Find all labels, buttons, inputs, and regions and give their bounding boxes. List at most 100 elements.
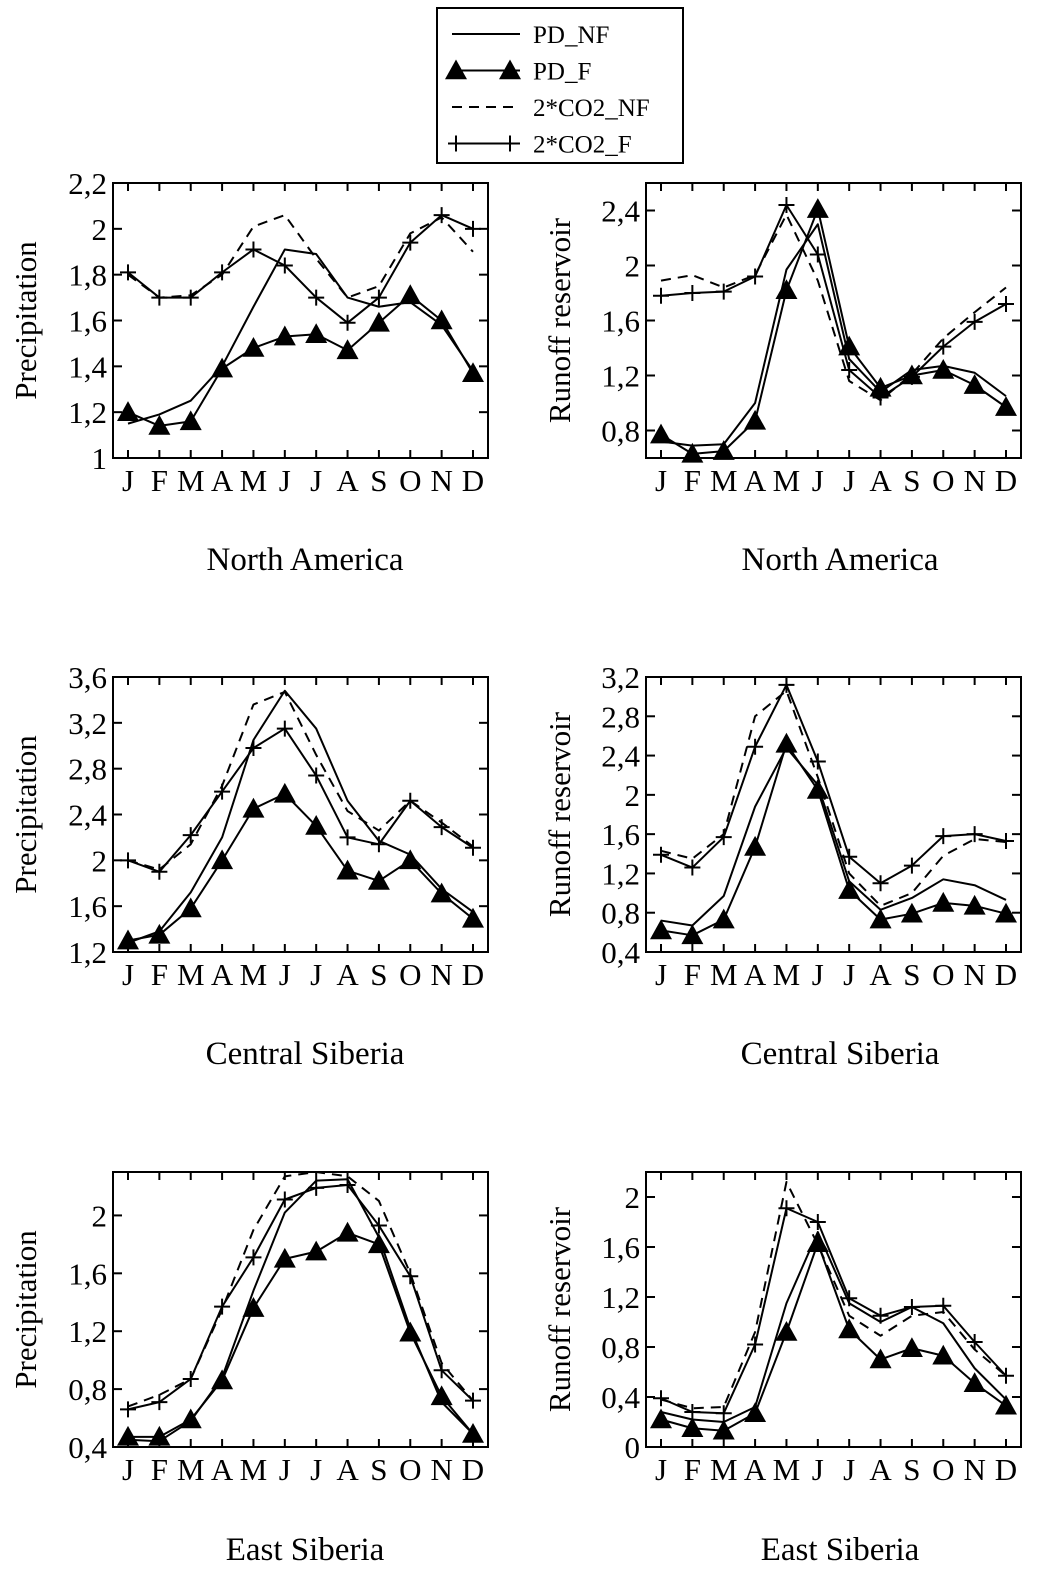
series-2-co2-nf (660, 213, 1007, 402)
y-axis-label: Runoff reservoir (542, 711, 577, 917)
data-point-pd-f (336, 1221, 359, 1242)
y-tick-label: 1,4 (68, 349, 107, 384)
data-point-pd-f (179, 1408, 202, 1429)
data-point-pd-f (367, 311, 390, 332)
data-point-2-co2-f (715, 283, 732, 300)
series-line-2-co2-nf (127, 690, 474, 871)
x-tick-label: F (684, 1452, 701, 1487)
data-point-pd-f (273, 782, 296, 803)
series-pd-nf (127, 248, 474, 425)
x-tick-label: A (211, 463, 234, 498)
y-tick-label: 2 (92, 212, 108, 247)
data-point-2-co2-f (935, 338, 952, 355)
data-point-pd-f (900, 902, 923, 923)
data-point-pd-f (744, 409, 767, 430)
x-tick-label: N (430, 463, 452, 498)
data-point-2-co2-f (715, 1405, 732, 1422)
data-point-2-co2-f (841, 362, 858, 378)
data-point-pd-f (838, 879, 861, 899)
x-tick-label: M (773, 1452, 801, 1487)
data-point-pd-f (117, 1425, 139, 1446)
data-point-pd-f (681, 1417, 704, 1438)
data-point-2-co2-f (809, 1214, 826, 1230)
legend: PD_NF PD_F 2*CO2_NF 2*CO2_F (436, 7, 684, 164)
series-2-co2-f (653, 1200, 1014, 1422)
x-tick-label: A (869, 957, 892, 992)
data-point-pd-f (712, 908, 735, 929)
y-axis-label: Precipitation (8, 1230, 43, 1389)
chart-panel-5: J F M A M J J A S O N D0,40,81,21,62PrecipitationEa… (8, 1171, 489, 1568)
x-tick-label: F (684, 957, 701, 992)
x-tick-label: J (843, 463, 855, 498)
data-point-pd-f (963, 894, 986, 915)
y-tick-label: 2 (92, 843, 108, 878)
y-tick-label: 0,8 (601, 1330, 640, 1365)
data-point-pd-f (900, 1337, 923, 1358)
data-point-2-co2-f (684, 1404, 701, 1420)
x-tick-label: M (240, 957, 268, 992)
x-tick-label: A (744, 957, 767, 992)
data-point-2-co2-f (841, 848, 858, 865)
y-tick-label: 2,4 (601, 739, 640, 774)
data-point-pd-f (462, 362, 484, 383)
data-point-2-co2-f (653, 846, 669, 863)
data-point-2-co2-f (182, 827, 199, 844)
x-tick-label: D (462, 463, 484, 498)
panel-caption: Central Siberia (206, 1036, 405, 1072)
y-axis-label: Runoff reservoir (542, 1206, 577, 1412)
data-point-pd-f (932, 359, 955, 379)
data-point-2-co2-f (182, 1370, 199, 1387)
series-2-co2-f (653, 676, 1014, 892)
data-point-2-co2-f (151, 289, 168, 306)
x-tick-label: D (462, 957, 484, 992)
data-point-2-co2-f (433, 207, 450, 224)
data-point-2-co2-f (402, 1268, 419, 1285)
x-tick-label: J (655, 957, 667, 992)
data-point-2-co2-f (872, 389, 889, 406)
y-tick-label: 1,2 (601, 1280, 640, 1315)
x-tick-label: O (399, 957, 421, 992)
plot-frame (645, 676, 1022, 953)
data-point-pd-f (775, 279, 798, 300)
data-point-2-co2-f (935, 828, 952, 845)
data-point-2-co2-f (214, 264, 231, 281)
data-point-pd-f (838, 1318, 861, 1339)
x-tick-label: J (812, 463, 824, 498)
data-point-pd-f (273, 1247, 296, 1268)
data-point-pd-f (712, 440, 735, 460)
data-point-2-co2-f (809, 753, 826, 770)
data-point-2-co2-f (966, 313, 983, 330)
data-point-pd-f (242, 797, 265, 818)
data-point-pd-f (148, 414, 171, 435)
x-tick-label: N (963, 1452, 985, 1487)
x-tick-label: F (151, 463, 168, 498)
series-pd-nf (660, 223, 1007, 447)
data-point-pd-f (179, 897, 202, 918)
series-line-pd-nf (660, 746, 1007, 927)
data-point-pd-f (995, 396, 1017, 416)
y-tick-label: 0,8 (601, 414, 640, 449)
data-point-2-co2-f (433, 1362, 450, 1379)
data-point-pd-f (242, 1297, 265, 1317)
x-tick-label: J (655, 1452, 667, 1487)
data-point-pd-f (462, 907, 484, 928)
data-point-2-co2-f (653, 287, 669, 304)
data-point-pd-f (305, 323, 328, 344)
data-point-pd-f (148, 923, 171, 944)
y-tick-label: 3,6 (68, 660, 107, 695)
x-tick-label: N (430, 957, 452, 992)
data-point-pd-f (211, 1369, 234, 1390)
data-point-2-co2-f (308, 767, 325, 784)
series-2-co2-nf (127, 690, 474, 871)
data-point-2-co2-f (120, 1401, 136, 1418)
y-axis-label: Precipitation (8, 735, 43, 894)
series-line-pd-nf (127, 689, 474, 944)
data-point-pd-f (963, 374, 986, 394)
legend-marker-pd-f-a (445, 59, 467, 80)
x-tick-label: J (279, 463, 291, 498)
data-point-pd-f (242, 337, 265, 357)
data-point-2-co2-f (778, 197, 795, 213)
y-tick-label: 1,2 (68, 935, 107, 970)
